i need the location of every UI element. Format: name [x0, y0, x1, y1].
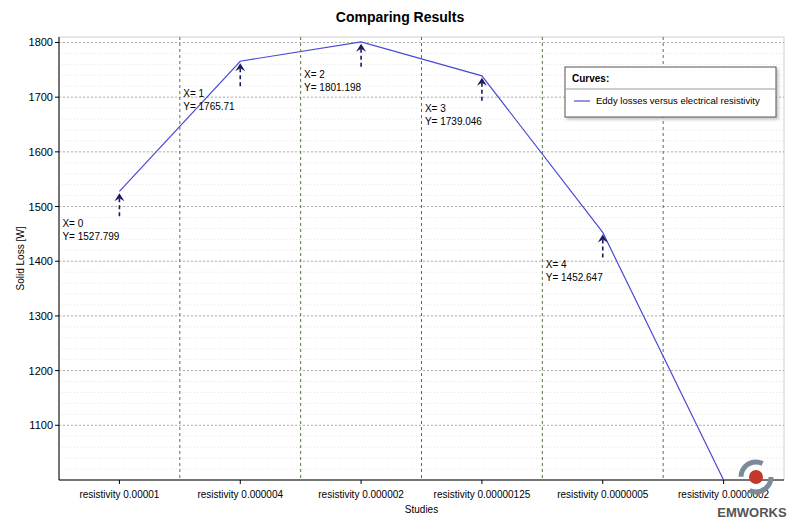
annotation-label: X= 4 — [546, 259, 567, 270]
y-tick-label: 1600 — [29, 146, 53, 158]
legend-box — [565, 67, 776, 117]
y-tick-label: 1100 — [29, 419, 53, 431]
annotation-label: X= 0 — [62, 218, 83, 229]
y-grid-line — [59, 425, 784, 426]
annotation-label: Y= 1452.647 — [546, 272, 603, 283]
minor-grid-line — [59, 370, 784, 371]
annotation: X= 4 Y= 1452.647 — [546, 234, 608, 283]
annotation-label: X= 2 — [304, 69, 325, 80]
minor-grid-line — [59, 304, 784, 305]
x-tick — [361, 480, 362, 484]
y-tick — [55, 425, 59, 426]
annotation-label: Y= 1739.046 — [425, 116, 482, 127]
annotation-arrow-shaft — [360, 49, 362, 68]
annotation-arrow-shaft — [481, 83, 483, 102]
annotation-arrow-head — [356, 44, 366, 52]
logo: EMWORKS — [717, 462, 787, 520]
logo-swirl — [741, 462, 771, 492]
legend: Curves: Eddy losses versus electrical res… — [565, 67, 776, 117]
x-tick — [602, 480, 603, 484]
y-tick — [55, 206, 59, 207]
category-separator — [179, 37, 180, 480]
y-grid-line — [59, 370, 784, 371]
annotation-group: X= 0 Y= 1527.799 X= 1 Y= 1765.71 X= 2 Y= 1801… — [62, 44, 607, 284]
y-tick-label: 1400 — [29, 255, 53, 267]
y-tick-label: 1200 — [29, 365, 53, 377]
annotation: X= 0 Y= 1527.799 — [62, 193, 124, 242]
annotation-arrow-head — [114, 193, 124, 201]
minor-grid-line — [59, 294, 784, 295]
x-tick-label: resistivity 0.00001 — [79, 489, 159, 500]
minor-grid-line — [59, 173, 784, 174]
x-tick — [240, 480, 241, 484]
title: Comparing Results — [336, 9, 465, 25]
plot-area — [59, 37, 784, 480]
annotation-arrow-head — [598, 234, 608, 242]
y-tick — [55, 97, 59, 98]
annotation: X= 2 Y= 1801.198 — [304, 44, 366, 93]
minor-grid-line — [59, 53, 784, 54]
minor-grid-line — [59, 359, 784, 360]
logo-text: EMWORKS — [717, 505, 787, 520]
legend-label: Eddy losses versus electrical resistivit… — [596, 95, 760, 106]
logo-core — [749, 470, 763, 484]
category-separator — [542, 37, 543, 480]
x-tick — [119, 480, 120, 484]
grid — [59, 37, 784, 480]
x-tick — [481, 480, 482, 484]
legend-swatch — [574, 100, 590, 101]
y-tick-label: 1700 — [29, 91, 53, 103]
annotation-arrow-head — [477, 78, 487, 86]
y-tick — [55, 370, 59, 371]
x-tick-label: resistivity 0.00000125 — [434, 489, 531, 500]
y-tick — [55, 42, 59, 43]
chart-svg: Comparing Results 1100 1200 1300 1400 1500 160… — [0, 0, 800, 526]
annotation-arrow-head — [235, 63, 245, 71]
y-grid-line — [59, 42, 784, 43]
y-tick-label: 1800 — [29, 36, 53, 48]
minor-grid-line — [59, 42, 784, 43]
legend-separator — [565, 89, 776, 90]
annotation-arrow-shaft — [119, 198, 121, 217]
annotation-label: Y= 1765.71 — [183, 101, 235, 112]
legend-title: Curves: — [572, 73, 609, 84]
annotation-arrow-shaft — [239, 68, 241, 87]
annotation-label: X= 1 — [183, 88, 204, 99]
x-tick — [723, 480, 724, 484]
x-tick-label: resistivity 0.000002 — [318, 489, 404, 500]
x-tick-label: resistivity 0.000004 — [197, 489, 283, 500]
annotation: X= 3 Y= 1739.046 — [425, 78, 487, 127]
y-axis-label: Solid Loss [W] — [15, 226, 26, 290]
category-separator — [421, 37, 422, 480]
minor-grid-line — [59, 414, 784, 415]
annotation-label: Y= 1801.198 — [304, 82, 361, 93]
y-tick-label: 1300 — [29, 310, 53, 322]
y-tick — [55, 261, 59, 262]
annotation: X= 1 Y= 1765.71 — [183, 63, 245, 112]
chart-container: Comparing Results 1100 1200 1300 1400 1500 160… — [0, 0, 800, 526]
x-axis-line — [59, 480, 784, 481]
minor-grid-line — [59, 184, 784, 185]
category-separator — [300, 37, 301, 480]
annotation-label: Y= 1527.799 — [62, 231, 119, 242]
annotation-arrow-shaft — [602, 239, 604, 258]
minor-grid-line — [59, 239, 784, 240]
minor-grid-line — [59, 119, 784, 120]
minor-grid-line — [59, 228, 784, 229]
annotation-label: X= 3 — [425, 103, 446, 114]
minor-grid-line — [59, 425, 784, 426]
x-axis-label: Studies — [405, 504, 438, 515]
x-tick-label: resistivity 0.0000005 — [557, 489, 649, 500]
y-axis-line — [59, 37, 60, 480]
y-tick-label: 1500 — [29, 201, 53, 213]
y-tick — [55, 315, 59, 316]
y-tick — [55, 151, 59, 152]
